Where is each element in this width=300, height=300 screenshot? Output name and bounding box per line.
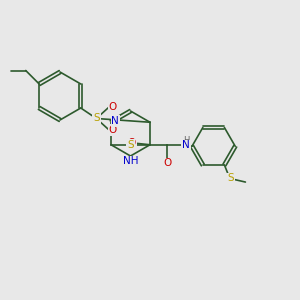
Text: N: N: [182, 140, 190, 150]
Text: O: O: [128, 138, 136, 148]
Text: O: O: [109, 102, 117, 112]
Text: O: O: [163, 158, 171, 168]
Text: S: S: [127, 140, 134, 150]
Text: S: S: [93, 113, 100, 123]
Text: H: H: [183, 136, 189, 146]
Text: O: O: [109, 125, 117, 135]
Text: N: N: [111, 116, 119, 126]
Text: NH: NH: [123, 156, 138, 167]
Text: S: S: [227, 173, 234, 184]
